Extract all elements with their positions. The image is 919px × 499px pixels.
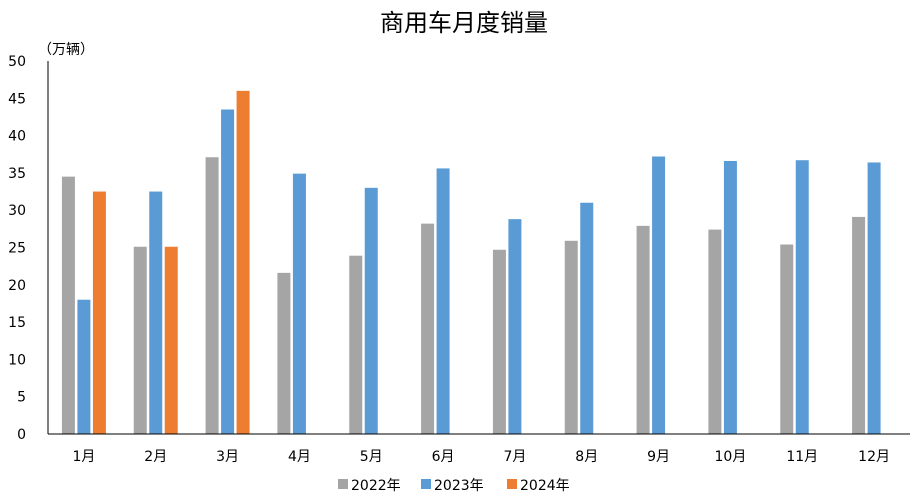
y-axis-unit-label: （万辆）: [38, 42, 94, 58]
bar: [436, 168, 450, 434]
bar: [652, 156, 666, 434]
x-tick-label: 11月: [786, 449, 818, 465]
bar: [349, 255, 363, 434]
x-tick-label: 3月: [216, 449, 239, 465]
x-tick-label: 10月: [715, 449, 747, 465]
bar: [492, 249, 506, 434]
bar: [708, 229, 722, 434]
bar: [236, 90, 250, 434]
y-tick-label: 20: [8, 278, 26, 294]
y-tick-label: 15: [8, 315, 26, 331]
bar: [564, 240, 578, 434]
y-tick-label: 0: [17, 427, 26, 443]
x-tick-label: 1月: [72, 449, 95, 465]
bar: [508, 219, 522, 434]
bar: [77, 299, 91, 434]
legend-label: 2024年: [520, 478, 570, 494]
x-tick-label: 9月: [647, 449, 670, 465]
bar: [852, 216, 866, 434]
y-tick-label: 30: [8, 203, 26, 219]
y-tick-label: 40: [8, 129, 26, 145]
y-axis-ticks: 0 5 10 15 20 25 30 35 40 45 50: [8, 54, 26, 443]
bar: [723, 160, 737, 435]
chart-title: 商用车月度销量: [380, 9, 548, 37]
bar: [580, 202, 594, 434]
bar: [61, 176, 75, 434]
x-tick-label: 8月: [575, 449, 598, 465]
x-tick-label: 2月: [144, 449, 167, 465]
legend-label: 2023年: [434, 478, 484, 494]
x-tick-label: 12月: [858, 449, 890, 465]
y-tick-label: 5: [17, 390, 26, 406]
bar: [780, 244, 794, 434]
bar: [92, 191, 106, 434]
bar: [149, 191, 163, 434]
y-tick-label: 25: [8, 241, 26, 257]
bar: [867, 162, 881, 434]
x-tick-label: 7月: [503, 449, 526, 465]
bar-series: [61, 90, 881, 435]
x-tick-label: 5月: [360, 449, 383, 465]
axes: [47, 61, 910, 435]
bar: [277, 272, 291, 434]
legend: 2022年 2023年 2024年: [338, 478, 570, 494]
y-tick-label: 10: [8, 352, 26, 368]
x-tick-label: 6月: [432, 449, 455, 465]
y-tick-label: 45: [8, 91, 26, 107]
x-tick-label: 4月: [288, 449, 311, 465]
y-tick-label: 35: [8, 166, 26, 182]
bar: [421, 223, 435, 434]
bar: [221, 109, 235, 435]
legend-swatch: [507, 479, 517, 489]
y-tick-label: 50: [8, 54, 26, 70]
bar: [364, 187, 378, 434]
bar: [164, 246, 178, 434]
legend-swatch: [421, 479, 431, 489]
legend-swatch: [338, 479, 348, 489]
bar: [795, 160, 809, 434]
legend-label: 2022年: [351, 478, 401, 494]
bar: [636, 225, 650, 434]
bar: [205, 157, 219, 434]
bar: [133, 246, 147, 434]
bar: [292, 173, 306, 434]
x-axis-ticks: 1月 2月 3月 4月 5月 6月 7月 8月 9月 10月 11月 12月: [72, 449, 890, 465]
